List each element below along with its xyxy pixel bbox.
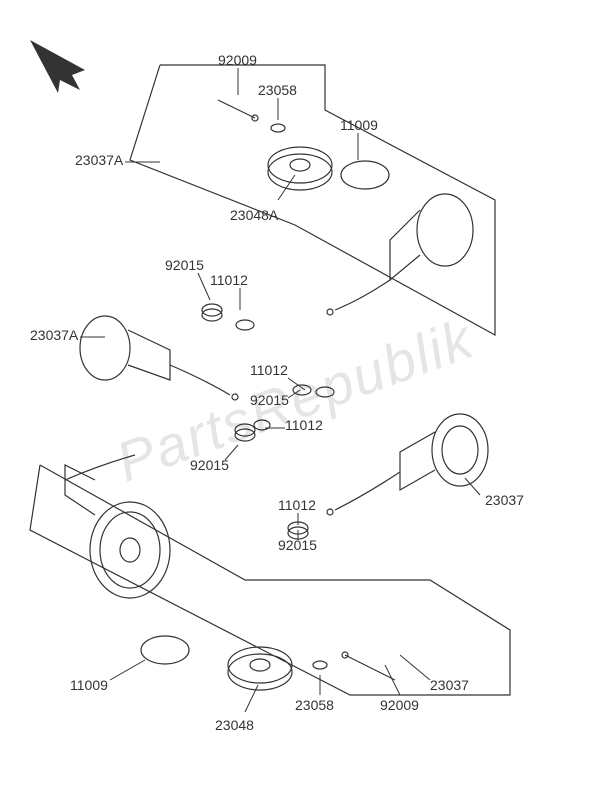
part-23048a xyxy=(268,147,332,190)
group-outline-top xyxy=(130,65,495,335)
leader-lines xyxy=(80,68,480,712)
label-11009: 11009 xyxy=(340,117,378,133)
label-92015-2: 92015 xyxy=(250,392,289,408)
label-23037a: 23037A xyxy=(75,152,123,168)
direction-arrow xyxy=(30,40,85,93)
label-92009: 92009 xyxy=(218,52,257,68)
label-23048: 23048 xyxy=(215,717,254,733)
label-23037a-2: 23037A xyxy=(30,327,78,343)
label-11012: 11012 xyxy=(210,272,248,288)
part-92009-bottom xyxy=(342,652,395,680)
label-23037: 23037 xyxy=(485,492,524,508)
group-outline-bottom xyxy=(30,465,510,695)
label-92015: 92015 xyxy=(165,257,204,273)
part-11009-top xyxy=(341,161,389,189)
part-92009-top xyxy=(218,100,258,121)
label-92015-4: 92015 xyxy=(278,537,317,553)
label-23058-2: 23058 xyxy=(295,697,334,713)
label-23048a: 23048A xyxy=(230,207,278,223)
label-23058: 23058 xyxy=(258,82,297,98)
part-92015-11012-top xyxy=(202,304,254,330)
label-11012-2: 11012 xyxy=(250,362,288,378)
label-11009-2: 11009 xyxy=(70,677,108,693)
part-23058-top xyxy=(271,124,285,132)
part-23048-bottom xyxy=(228,647,292,690)
label-23037-2: 23037 xyxy=(430,677,469,693)
part-23058-bottom xyxy=(313,661,327,669)
part-signal-left-upper xyxy=(80,316,238,400)
part-signal-right-lower xyxy=(327,414,488,515)
label-92015-3: 92015 xyxy=(190,457,229,473)
part-11009-bottom xyxy=(141,636,189,664)
diagram-container: PartsRepublik xyxy=(0,0,589,799)
label-92009-2: 92009 xyxy=(380,697,419,713)
label-11012-4: 11012 xyxy=(278,497,316,513)
part-signal-left-lower xyxy=(65,455,170,598)
label-11012-3: 11012 xyxy=(285,417,323,433)
